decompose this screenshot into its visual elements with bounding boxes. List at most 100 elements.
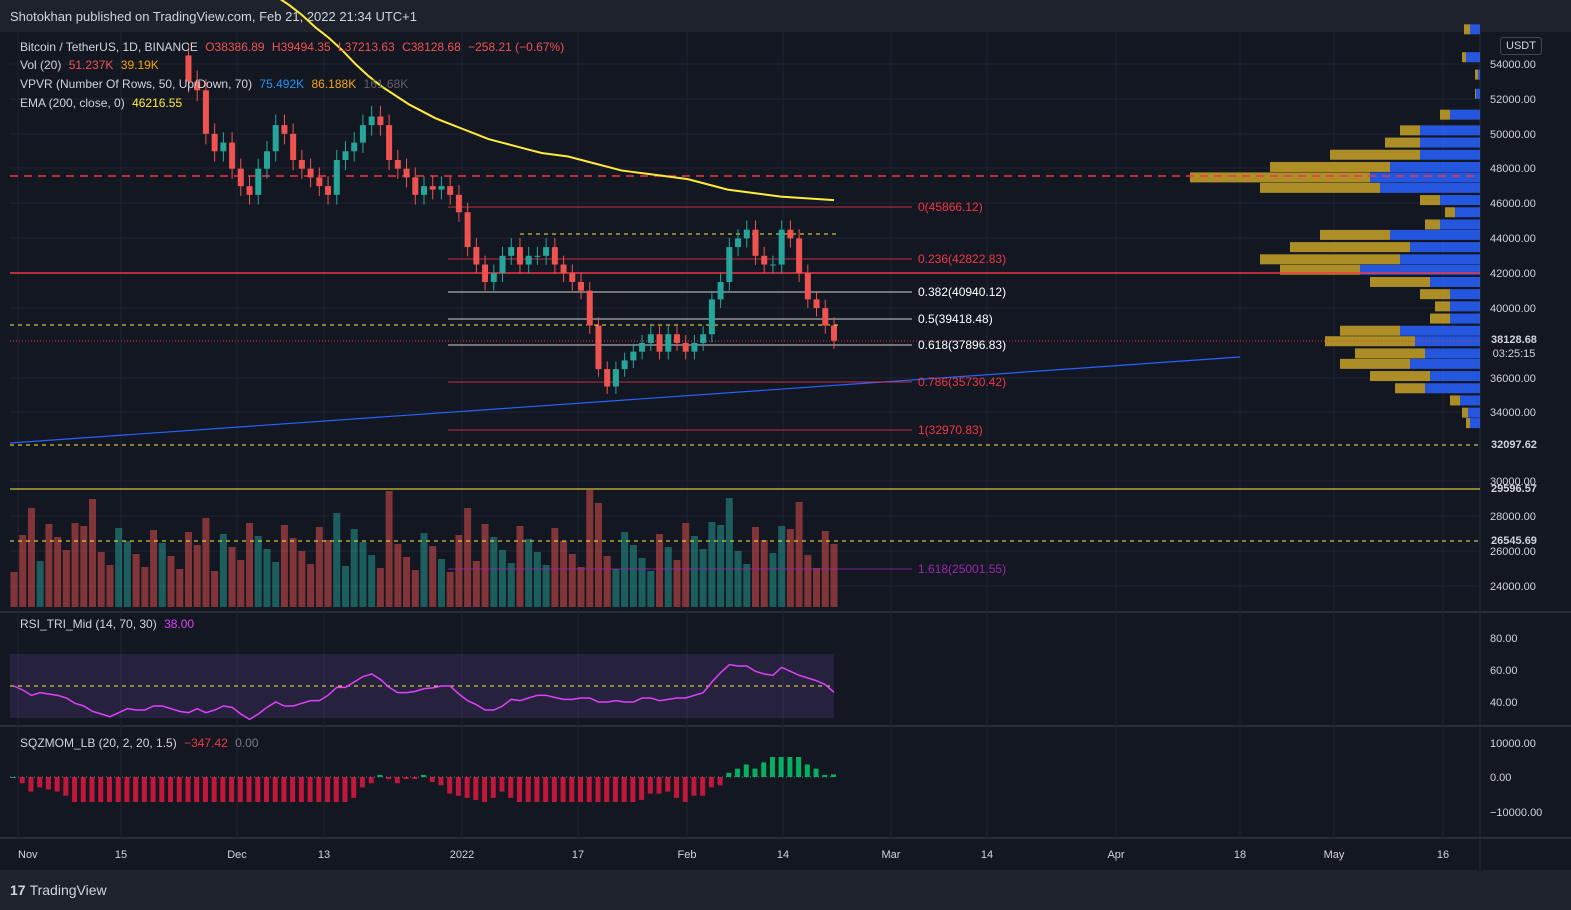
fib-label: 0.5(39418.48) xyxy=(918,312,993,326)
volume-bar xyxy=(158,543,166,607)
sqz-bar xyxy=(673,777,679,798)
vp-up-bar xyxy=(1410,242,1480,253)
candle-body xyxy=(490,273,497,282)
sqz-bar xyxy=(98,777,104,802)
candle-body xyxy=(220,142,227,152)
volume-bar xyxy=(708,522,716,607)
vp-down-bar xyxy=(1475,88,1476,99)
candle-body xyxy=(604,369,611,387)
vp-down-bar xyxy=(1462,407,1468,418)
volume-bar xyxy=(656,534,664,607)
vp-up-bar xyxy=(1420,137,1480,148)
volume-bar xyxy=(307,564,315,607)
vp-down-bar xyxy=(1260,254,1400,265)
vp-down-bar xyxy=(1400,125,1420,136)
volume-bar xyxy=(778,526,786,607)
candle-body xyxy=(647,334,654,343)
sqz-bar xyxy=(377,774,383,777)
sqz-bar xyxy=(185,777,191,802)
candles xyxy=(185,44,837,394)
volume-bar xyxy=(289,538,297,607)
squeeze-pane xyxy=(10,757,836,802)
sqz-bar xyxy=(499,777,505,792)
vp-up-bar xyxy=(1470,418,1480,429)
volume-bar xyxy=(481,524,489,607)
sqz-bar xyxy=(63,777,69,796)
volume-bar xyxy=(80,526,88,607)
candle-body xyxy=(482,264,489,282)
vp-up-bar xyxy=(1466,52,1480,63)
volume-bar xyxy=(298,551,306,607)
sqz-axis-label: −10000.00 xyxy=(1490,807,1542,819)
vp-up-bar xyxy=(1420,149,1480,160)
sqz-bar xyxy=(368,777,374,784)
candle-body xyxy=(639,342,646,352)
candle-body xyxy=(804,273,811,300)
sqz-bar xyxy=(202,777,208,802)
sqz-bar xyxy=(534,777,540,802)
candle-body xyxy=(578,281,585,291)
volume-bar xyxy=(193,545,201,607)
tradingview-logo[interactable]: 17 TradingView xyxy=(10,882,107,898)
candle-body xyxy=(237,168,244,187)
volume-bar xyxy=(586,490,594,607)
volume-bar xyxy=(673,560,681,607)
sqz-legend[interactable]: SQZMOM_LB (20, 2, 20, 1.5) −347.42 0.00 xyxy=(20,736,263,750)
ema-legend[interactable]: EMA (200, close, 0) 46216.55 xyxy=(20,96,186,110)
candle-body xyxy=(787,229,794,239)
vp-down-bar xyxy=(1260,182,1380,193)
sqz-bar xyxy=(394,777,400,784)
price-axis-label: 44000.00 xyxy=(1490,233,1536,245)
sqz-bar xyxy=(246,777,252,802)
sqz-bar xyxy=(717,777,723,786)
sqz-bar xyxy=(168,777,174,802)
sqz-bar xyxy=(682,777,688,802)
symbol-legend[interactable]: Bitcoin / TetherUS, 1D, BINANCE O38386.8… xyxy=(20,40,568,54)
vp-up-bar xyxy=(1425,383,1480,394)
vpvr-legend[interactable]: VPVR (Number Of Rows, 50, Up/Down, 70) 7… xyxy=(20,77,412,91)
candle-body xyxy=(421,186,427,195)
low-value: L37213.63 xyxy=(337,40,395,54)
sqz-bar xyxy=(787,757,793,777)
volume-bar xyxy=(638,558,646,607)
sqz-bar xyxy=(831,774,836,777)
vpvr-label: VPVR (Number Of Rows, 50, Up/Down, 70) xyxy=(20,77,253,91)
sqz-bar xyxy=(176,777,182,802)
sqz-bar xyxy=(796,757,802,777)
rsi-legend[interactable]: RSI_TRI_Mid (14, 70, 30) 38.00 xyxy=(20,617,198,631)
sqz-bar xyxy=(403,777,409,780)
volume-bar xyxy=(472,561,480,607)
rsi-pane xyxy=(10,654,835,721)
vp-down-bar xyxy=(1385,137,1420,148)
candle-body xyxy=(185,55,192,82)
sqz-bar xyxy=(290,777,296,802)
price-axis-label: 24000.00 xyxy=(1490,581,1536,593)
volume-bar xyxy=(533,552,541,607)
fib-label: 0.236(42822.83) xyxy=(918,252,1006,266)
candle-body xyxy=(255,168,262,195)
currency-button[interactable]: USDT xyxy=(1500,37,1542,55)
volume-bar xyxy=(184,532,192,607)
candle-body xyxy=(726,247,733,282)
sqz-bar xyxy=(281,777,287,802)
rsi-label: RSI_TRI_Mid (14, 70, 30) xyxy=(20,617,157,631)
vp-up-bar xyxy=(1478,69,1480,80)
volume-bar xyxy=(612,569,620,607)
price-axis-label: 34000.00 xyxy=(1490,407,1536,419)
vp-up-bar xyxy=(1460,395,1480,406)
fib-label: 0.382(40940.12) xyxy=(918,285,1006,299)
countdown: 03:25:15 xyxy=(1492,348,1536,360)
candle-body xyxy=(229,142,236,169)
vp-up-bar xyxy=(1380,182,1480,193)
candle-body xyxy=(717,281,724,300)
candle-body xyxy=(386,125,393,160)
vol-legend[interactable]: Vol (20) 51.237K 39.19K xyxy=(20,58,163,72)
level-tag-2: 29596.57 xyxy=(1491,483,1537,495)
symbol-name[interactable]: Bitcoin / TetherUS, 1D, BINANCE xyxy=(20,40,198,54)
volume-bar xyxy=(786,529,794,607)
volume-bar xyxy=(280,525,288,607)
volume-bar xyxy=(542,565,550,607)
sqz-bar xyxy=(455,777,461,796)
vp-up-bar xyxy=(1420,125,1480,136)
